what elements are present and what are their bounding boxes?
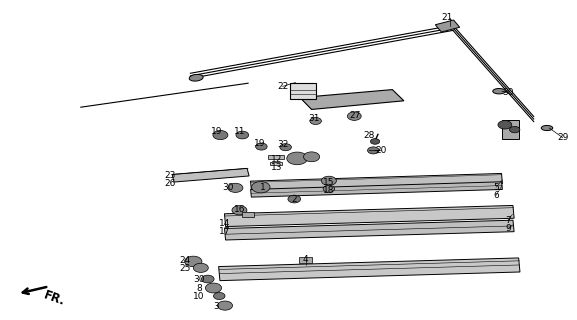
Ellipse shape	[280, 144, 291, 151]
Polygon shape	[300, 90, 404, 109]
Ellipse shape	[205, 283, 222, 293]
Ellipse shape	[493, 88, 505, 94]
Polygon shape	[224, 220, 514, 240]
Text: 21: 21	[441, 13, 453, 22]
Text: 18: 18	[323, 186, 335, 195]
Bar	[299, 257, 312, 263]
Ellipse shape	[288, 195, 301, 203]
Ellipse shape	[368, 147, 379, 154]
Text: 30: 30	[193, 276, 205, 284]
Text: 3: 3	[213, 302, 219, 311]
Text: 25: 25	[179, 264, 190, 273]
Ellipse shape	[287, 152, 308, 165]
Text: 20: 20	[375, 146, 387, 155]
Text: 12: 12	[271, 156, 283, 164]
Text: 17: 17	[219, 228, 231, 236]
Text: 4: 4	[303, 255, 309, 264]
Text: 14: 14	[219, 220, 231, 228]
Polygon shape	[250, 173, 503, 191]
Text: 13: 13	[271, 164, 283, 172]
Text: 26: 26	[164, 180, 176, 188]
Bar	[268, 155, 284, 159]
Ellipse shape	[232, 206, 247, 215]
Ellipse shape	[509, 126, 520, 133]
Text: 32: 32	[277, 140, 288, 149]
Text: 22: 22	[277, 82, 288, 91]
Text: 6: 6	[493, 191, 499, 200]
Bar	[502, 120, 519, 139]
Ellipse shape	[310, 117, 321, 124]
Bar	[435, 20, 460, 32]
Text: 7: 7	[505, 216, 511, 225]
Text: 2: 2	[291, 196, 297, 204]
Ellipse shape	[201, 275, 214, 283]
Ellipse shape	[213, 292, 225, 300]
Text: 30: 30	[222, 183, 234, 192]
Text: 16: 16	[234, 205, 245, 214]
Ellipse shape	[323, 185, 335, 192]
Text: 11: 11	[234, 127, 245, 136]
Ellipse shape	[370, 139, 380, 144]
Text: 10: 10	[193, 292, 205, 301]
Ellipse shape	[321, 176, 336, 185]
Ellipse shape	[541, 125, 553, 131]
Bar	[242, 212, 254, 217]
Ellipse shape	[347, 112, 361, 120]
Polygon shape	[224, 205, 514, 227]
Text: 1: 1	[260, 183, 265, 192]
Text: 31: 31	[309, 114, 320, 123]
Text: 19: 19	[211, 127, 222, 136]
Ellipse shape	[213, 131, 228, 140]
Bar	[270, 162, 282, 165]
Text: 9: 9	[505, 224, 511, 233]
Ellipse shape	[228, 183, 243, 192]
Ellipse shape	[189, 75, 203, 81]
Text: 5: 5	[493, 183, 499, 192]
Text: 19: 19	[254, 140, 265, 148]
Bar	[290, 83, 316, 99]
Text: 29: 29	[557, 133, 568, 142]
Text: 8: 8	[196, 284, 202, 293]
Ellipse shape	[252, 181, 270, 193]
Polygon shape	[219, 258, 520, 281]
Ellipse shape	[498, 121, 512, 129]
Ellipse shape	[185, 256, 202, 267]
Ellipse shape	[218, 301, 233, 310]
Text: 30: 30	[502, 88, 514, 97]
Text: 24: 24	[179, 256, 190, 265]
Polygon shape	[172, 168, 249, 182]
Ellipse shape	[304, 152, 320, 162]
Ellipse shape	[193, 263, 208, 272]
Text: 15: 15	[323, 178, 335, 187]
Polygon shape	[250, 182, 503, 197]
Ellipse shape	[256, 143, 267, 150]
Text: 28: 28	[364, 132, 375, 140]
Text: FR.: FR.	[42, 289, 68, 308]
Text: 27: 27	[349, 111, 361, 120]
Ellipse shape	[236, 131, 249, 139]
Text: 23: 23	[164, 172, 176, 180]
